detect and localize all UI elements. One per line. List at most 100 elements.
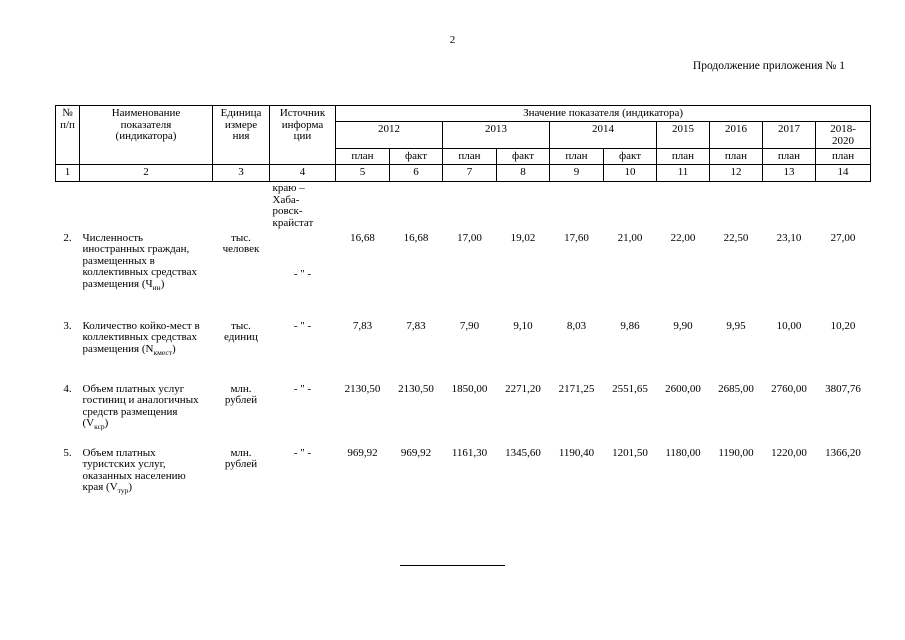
value-cell: 9,10 bbox=[513, 319, 533, 332]
value-cell: 7,83 bbox=[352, 319, 373, 332]
header-year-2012: 2012 bbox=[335, 121, 443, 149]
header-plan: план bbox=[814, 148, 872, 165]
value-cell: 1366,20 bbox=[825, 446, 861, 459]
indicator-name: Количество койко-мест в коллективных сре… bbox=[82, 319, 200, 357]
value-cell: 17,60 bbox=[564, 231, 589, 244]
table-header: № п/п Наименование показателя (индикатор… bbox=[55, 105, 872, 182]
column-number: 13 bbox=[762, 164, 816, 182]
value-cell: 2130,50 bbox=[398, 382, 434, 395]
value-cell: 969,92 bbox=[400, 446, 432, 459]
column-number: 1 bbox=[55, 164, 80, 182]
header-plan: план bbox=[442, 148, 497, 165]
table-body: краю – Хаба- ровск- крайстат 2. Численно… bbox=[56, 182, 871, 517]
header-year-2017: 2017 bbox=[762, 121, 816, 149]
value-cell: 10,20 bbox=[830, 319, 856, 332]
value-cell: 969,92 bbox=[347, 446, 378, 459]
column-number: 4 bbox=[269, 164, 336, 182]
column-number: 3 bbox=[212, 164, 270, 182]
source-ditto: - " - bbox=[293, 319, 312, 332]
header-col-source: Источник информа ции bbox=[269, 105, 336, 165]
header-col-num: № п/п bbox=[55, 105, 80, 165]
header-year-2016: 2016 bbox=[709, 121, 763, 149]
value-cell: 22,00 bbox=[670, 231, 696, 244]
header-fact: факт bbox=[389, 148, 443, 165]
value-cell: 1161,30 bbox=[451, 446, 488, 459]
header-fact: факт bbox=[603, 148, 657, 165]
page-number: 2 bbox=[449, 34, 456, 46]
header-year-2014: 2014 bbox=[549, 121, 657, 149]
table-row: 5. Объем платных туристских услуг, оказа… bbox=[56, 447, 871, 517]
column-number: 6 bbox=[389, 164, 443, 182]
unit: млн. рублей bbox=[224, 446, 258, 470]
value-cell: 9,86 bbox=[620, 319, 640, 332]
value-cell: 16,68 bbox=[403, 231, 429, 244]
header-fact: факт bbox=[496, 148, 550, 165]
indicator-symbol: (Vкср) bbox=[82, 417, 109, 432]
value-cell: 19,02 bbox=[510, 231, 536, 244]
indicator-name: Объем платных туристских услуг, оказанны… bbox=[82, 446, 186, 496]
value-cell: 1220,00 bbox=[771, 446, 807, 459]
column-number: 2 bbox=[79, 164, 213, 182]
column-number: 9 bbox=[549, 164, 604, 182]
footnote-separator bbox=[400, 565, 505, 566]
indicator-symbol: (Nкмест) bbox=[141, 342, 176, 357]
source-ditto: - " - bbox=[293, 267, 312, 280]
value-cell: 23,10 bbox=[776, 231, 802, 244]
header-col-values: Значение показателя (индикатора) bbox=[334, 105, 872, 122]
row-number: 2. bbox=[63, 231, 72, 244]
column-number: 5 bbox=[335, 164, 390, 182]
column-number: 10 bbox=[603, 164, 657, 182]
header-plan: план bbox=[762, 148, 816, 165]
header-col-unit: Единица измере ния bbox=[212, 105, 270, 165]
header-plan: план bbox=[335, 148, 390, 165]
value-cell: 8,03 bbox=[566, 319, 587, 332]
table-row: 2. Численность иностранных граждан, разм… bbox=[56, 232, 871, 320]
indicator-symbol: (Чин) bbox=[141, 277, 165, 292]
value-cell: 1201,50 bbox=[612, 446, 648, 459]
column-number: 11 bbox=[656, 164, 710, 182]
value-cell: 10,00 bbox=[776, 319, 802, 332]
value-cell: 17,00 bbox=[457, 231, 482, 244]
appendix-continuation-label: Продолжение приложения № 1 bbox=[692, 60, 845, 72]
value-cell: 1850,00 bbox=[451, 382, 488, 395]
header-plan: план bbox=[549, 148, 604, 165]
value-cell: 2130,50 bbox=[344, 382, 381, 395]
source-ditto: - " - bbox=[293, 382, 312, 395]
column-number: 14 bbox=[814, 164, 872, 182]
header-plan: план bbox=[656, 148, 710, 165]
value-cell: 7,90 bbox=[459, 319, 480, 332]
value-cell: 1190,00 bbox=[718, 446, 754, 459]
row-number: 5. bbox=[63, 446, 72, 459]
header-col-name: Наименование показателя (индикатора) bbox=[79, 105, 213, 165]
value-cell: 27,00 bbox=[830, 231, 856, 244]
unit: тыс. единиц bbox=[224, 319, 258, 343]
column-number: 12 bbox=[709, 164, 763, 182]
value-cell: 16,68 bbox=[350, 231, 375, 244]
source-ditto: - " - bbox=[293, 446, 312, 459]
header-year-2015: 2015 bbox=[656, 121, 710, 149]
carryover-source-text: краю – Хаба- ровск- крайстат bbox=[272, 182, 314, 229]
row-number: 4. bbox=[63, 382, 72, 395]
value-cell: 2551,65 bbox=[612, 382, 648, 395]
value-cell: 22,50 bbox=[723, 231, 749, 244]
table-row: 3. Количество койко-мест в коллективных … bbox=[56, 320, 871, 383]
value-cell: 3807,76 bbox=[825, 382, 861, 395]
value-cell: 21,00 bbox=[617, 231, 643, 244]
unit: млн. рублей bbox=[224, 382, 258, 406]
column-number: 8 bbox=[496, 164, 550, 182]
header-year-2013: 2013 bbox=[442, 121, 550, 149]
value-cell: 2600,00 bbox=[665, 382, 701, 395]
table-row: 4. Объем платных услуг гостиниц и аналог… bbox=[56, 383, 871, 447]
indicator-name: Численность иностранных граждан, размеще… bbox=[82, 231, 197, 292]
value-cell: 2171,25 bbox=[558, 382, 595, 395]
row-number: 3. bbox=[63, 319, 72, 332]
column-number: 7 bbox=[442, 164, 497, 182]
indicator-name: Объем платных услуг гостиниц и аналогичн… bbox=[82, 382, 199, 432]
unit: тыс. человек bbox=[222, 231, 260, 255]
value-cell: 2685,00 bbox=[718, 382, 754, 395]
value-cell: 7,83 bbox=[406, 319, 426, 332]
value-cell: 9,95 bbox=[726, 319, 746, 332]
value-cell: 2271,20 bbox=[505, 382, 541, 395]
value-cell: 1345,60 bbox=[505, 446, 541, 459]
